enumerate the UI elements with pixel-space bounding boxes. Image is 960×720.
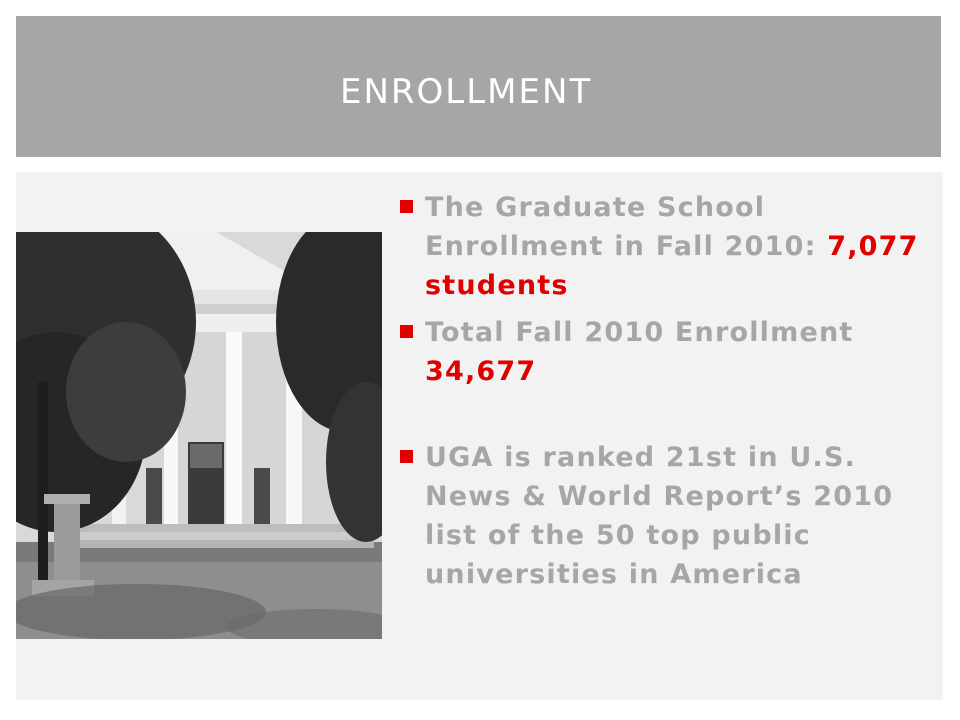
bullet-total-enrollment: Total Fall 2010 Enrollment 34,677	[398, 313, 938, 391]
slide-title: ENROLLMENT	[340, 72, 593, 112]
bullet-list: The Graduate School Enrollment in Fall 2…	[398, 188, 938, 594]
title-bar	[16, 16, 941, 157]
bullet-text: Total Fall 2010 Enrollment	[425, 317, 854, 348]
bullet-square-icon	[400, 325, 413, 338]
bullet-highlight: 34,677	[425, 356, 537, 387]
bullet-text: UGA is ranked 21st in U.S. News & World …	[425, 442, 894, 590]
bullet-graduate-enrollment: The Graduate School Enrollment in Fall 2…	[398, 188, 938, 305]
bullet-text: The Graduate School Enrollment in Fall 2…	[425, 192, 828, 262]
bullet-square-icon	[400, 450, 413, 463]
building-photo	[16, 232, 382, 639]
bullet-highlight: 7,077 students	[425, 231, 919, 301]
bullet-ranking: UGA is ranked 21st in U.S. News & World …	[398, 438, 938, 594]
bullet-square-icon	[400, 200, 413, 213]
